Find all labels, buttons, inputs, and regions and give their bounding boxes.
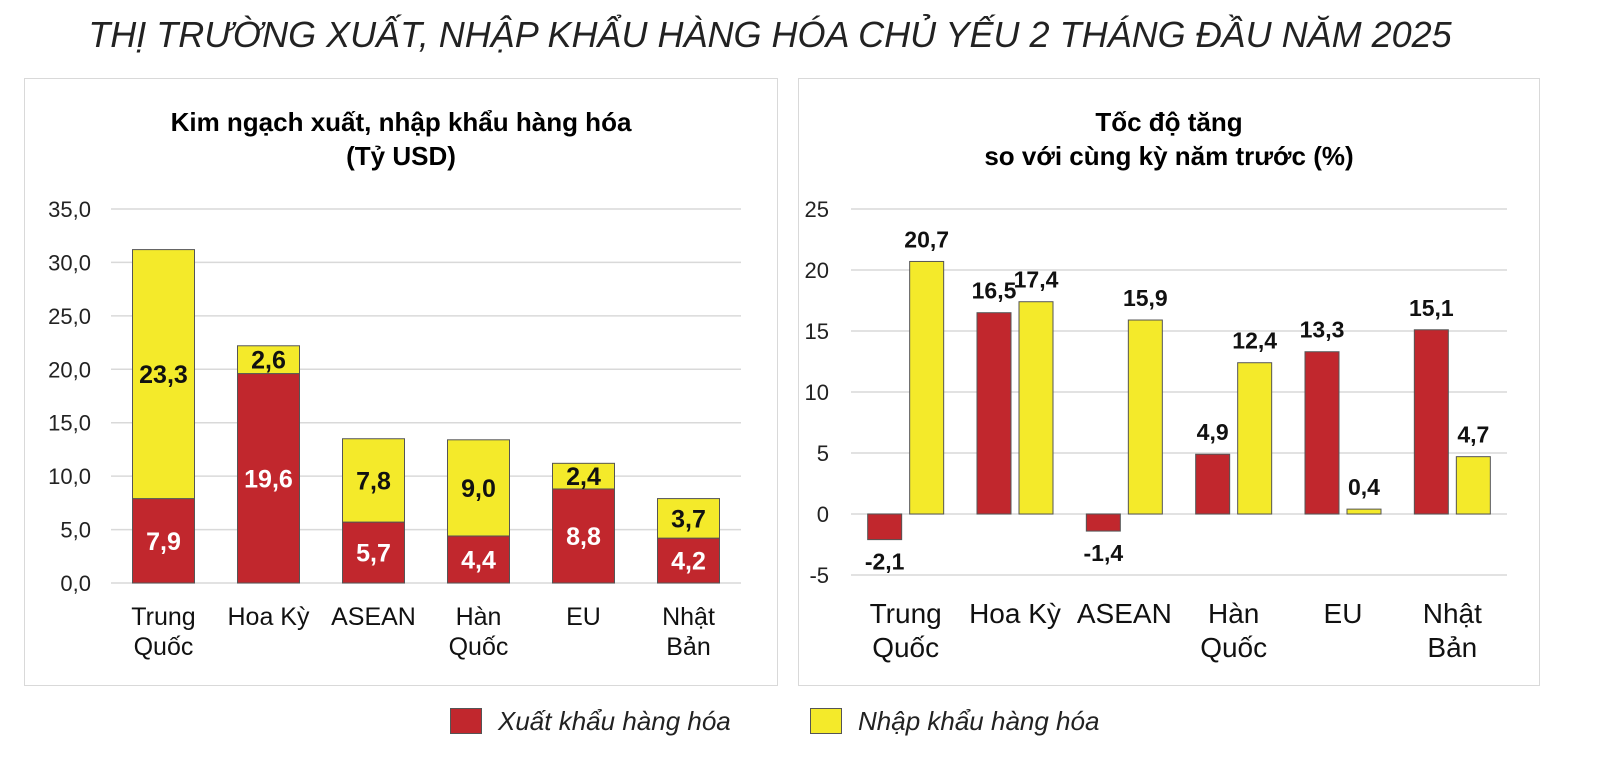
right-category-label: Hoa Kỳ [969,598,1061,629]
right-ytick-label: 5 [817,441,829,466]
right-data-label-import: 0,4 [1348,474,1380,500]
left-bar-export [552,488,615,584]
right-data-label-export: 4,9 [1197,419,1229,445]
left-bar-export [657,537,720,584]
legend-swatch-export [450,708,482,734]
legend-swatch-import [810,708,842,734]
left-ytick-label: 5,0 [60,518,91,543]
left-data-label-import: 7,8 [356,467,391,495]
left-data-label-export: 8,8 [566,523,601,551]
right-ytick-label: 0 [817,502,829,527]
left-ytick-label: 15,0 [48,411,91,436]
right-bar-import [1127,319,1163,515]
left-ytick-label: 20,0 [48,357,91,382]
right-bar-import [1018,301,1054,515]
left-data-label-export: 4,4 [461,546,496,574]
left-ytick-label: 25,0 [48,304,91,329]
page-title: THỊ TRƯỜNG XUẤT, NHẬP KHẨU HÀNG HÓA CHỦ … [88,14,1452,55]
left-category-label: EU [566,603,601,631]
right-bar-export [1413,329,1449,515]
left-category-label: Hàn [456,603,502,631]
right-bar-import [1346,508,1382,515]
right-category-label: Bản [1427,632,1477,663]
right-ytick-label: 15 [805,319,829,344]
right-bar-import [909,260,945,515]
left-data-label-import: 23,3 [139,361,188,389]
right-bar-export [976,312,1012,515]
right-bar-export [1304,351,1340,515]
left-bar-import [237,345,300,375]
right-bar-export [867,513,903,541]
right-category-label: ASEAN [1077,598,1172,629]
right-chart-title: Tốc độ tăng so với cùng kỳ năm trước (%) [799,105,1539,173]
left-category-label: ASEAN [331,603,416,631]
left-category-label: Quốc [449,633,509,661]
left-bar-import [552,462,615,490]
right-data-label-import: 15,9 [1123,285,1168,311]
right-data-label-import: 17,4 [1014,267,1059,293]
left-category-label: Bản [666,633,710,661]
left-data-label-import: 2,4 [566,463,601,491]
left-category-label: Quốc [134,633,194,661]
left-category-label: Nhật [662,603,715,631]
left-chart-title: Kim ngạch xuất, nhập khẩu hàng hóa (Tỷ U… [25,105,777,173]
left-bar-export [132,498,195,584]
right-category-label: Quốc [872,632,939,663]
right-category-label: Nhật [1423,598,1482,629]
growth-rate-chart: Tốc độ tăng so với cùng kỳ năm trước (%)… [798,78,1540,686]
left-category-label: Hoa Kỳ [228,603,310,631]
right-ytick-label: -5 [809,563,829,588]
right-data-label-export: -2,1 [865,549,905,575]
left-data-label-import: 9,0 [461,475,496,503]
left-data-label-export: 5,7 [356,540,391,568]
right-chart-title-line-1: Tốc độ tăng [1095,107,1243,137]
right-ytick-label: 25 [805,197,829,222]
right-chart-title-line-2: so với cùng kỳ năm trước (%) [984,141,1354,171]
left-chart-plot: 0,05,010,015,020,025,030,035,0TrungQuốcH… [48,197,741,661]
right-bar-export [1195,453,1231,515]
left-data-label-import: 3,7 [671,505,706,533]
legend-label-export: Xuất khẩu hàng hóa [498,706,731,736]
right-data-label-import: 4,7 [1457,422,1489,448]
left-ytick-label: 0,0 [60,571,91,596]
left-data-label-import: 2,6 [251,347,286,375]
left-ytick-label: 35,0 [48,197,91,222]
left-ytick-label: 30,0 [48,250,91,275]
right-bar-import [1455,456,1491,515]
right-ytick-label: 20 [805,258,829,283]
right-data-label-import: 12,4 [1232,328,1277,354]
right-category-label: EU [1324,598,1363,629]
right-ytick-label: 10 [805,380,829,405]
left-bar-import [447,439,510,537]
left-bar-export [447,535,510,584]
left-bar-import [132,249,195,500]
left-bar-export [342,521,405,584]
right-category-label: Quốc [1200,632,1267,663]
left-category-label: Trung [131,603,195,631]
legend: Xuất khẩu hàng hóa Nhập khẩu hàng hóa [0,702,1540,742]
left-data-label-export: 4,2 [671,548,706,576]
left-bar-import [657,498,720,539]
left-bar-export [237,373,300,584]
left-data-label-export: 7,9 [146,528,181,556]
left-chart-title-line-2: (Tỷ USD) [346,141,456,171]
right-bar-export [1085,513,1121,532]
left-bar-import [342,438,405,523]
left-ytick-label: 10,0 [48,464,91,489]
left-data-label-export: 19,6 [244,465,293,493]
right-data-label-export: 16,5 [972,278,1017,304]
right-data-label-export: 15,1 [1409,295,1454,321]
right-data-label-export: -1,4 [1084,540,1124,566]
right-category-label: Hàn [1208,598,1259,629]
legend-label-import: Nhập khẩu hàng hóa [858,706,1100,736]
right-bar-import [1237,362,1273,515]
right-data-label-export: 13,3 [1300,317,1345,343]
export-import-value-chart: Kim ngạch xuất, nhập khẩu hàng hóa (Tỷ U… [24,78,778,686]
right-data-label-import: 20,7 [904,226,949,252]
right-category-label: Trung [870,598,942,629]
left-chart-title-line-1: Kim ngạch xuất, nhập khẩu hàng hóa [170,107,632,137]
